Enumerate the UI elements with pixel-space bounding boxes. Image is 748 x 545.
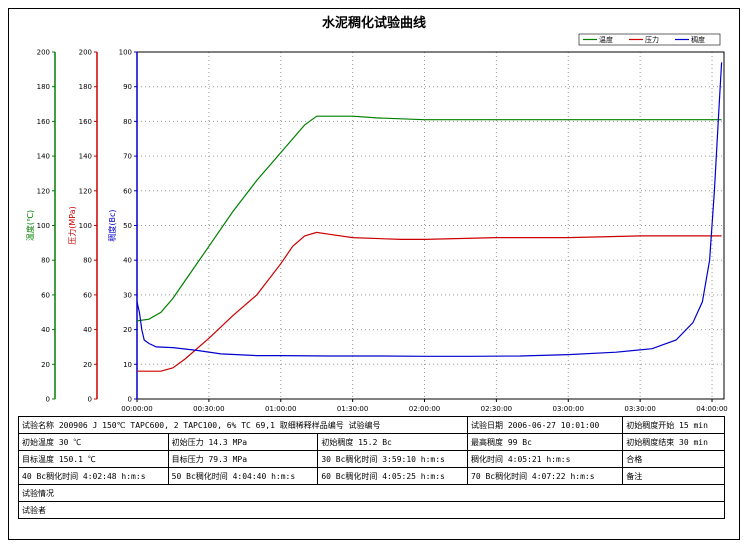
consistency-tick-label: 70 [123,153,132,161]
pressure-tick-label: 160 [79,118,92,126]
legend-entry: 温度 [599,35,613,44]
info-cell: 试验情况 [18,484,725,502]
legend-box [578,33,721,46]
legend: 温度 压力 稠度 [578,33,721,46]
pressure-tick-label: 20 [83,361,92,369]
consistency-tick-label: 30 [123,291,132,299]
x-tick-label: 04:00:00 [696,405,727,413]
temperature-tick-label: 200 [37,49,50,57]
info-cell: 试验日期 2006-06-27 10:01:00 [467,416,624,434]
info-cell: 初始压力 14.3 MPa [167,433,319,451]
series-line-pressure [137,231,722,372]
temperature-tick-label: 120 [37,187,50,195]
info-table: 试验名称 200906 J 150℃ TAPC600, 2 TAPC100, 6… [17,416,725,519]
pressure-tick-label: 60 [83,291,92,299]
info-row: 初始温度 30 ℃ 初始压力 14.3 MPa 初始稠度 15.2 Bc 最高稠度 9… [18,433,725,451]
temperature-tick-label: 40 [41,326,50,334]
report-frame [8,8,740,540]
x-axis: 00:00:00 00:30:00 01:00:00 01:30:00 02:00:00… [121,399,728,413]
info-row: 试验情况 [18,484,725,502]
info-cell: 试验者 [18,501,725,519]
info-cell: 初始稠度 15.2 Bc [317,433,469,451]
consistency-axis-label: 稠度(Bc) [107,209,117,241]
info-cell: 60 Bc稠化时间 4:05:25 h:m:s [317,467,469,485]
info-cell: 初始稠度开始 15 min [622,416,725,434]
x-tick-label: 00:30:00 [193,405,224,413]
info-row: 40 Bc稠化时间 4:02:48 h:m:s 50 Bc稠化时间 4:04:40… [18,467,725,485]
info-cell: 70 Bc稠化时间 4:07:22 h:m:s [467,467,624,485]
x-tick-label: 01:00:00 [265,405,296,413]
x-tick-label: 03:30:00 [624,405,655,413]
info-cell: 目标压力 79.3 MPa [167,450,319,468]
temperature-tick-label: 60 [41,291,50,299]
pressure-tick-label: 0 [88,396,92,404]
chart-title: 水泥稠化试验曲线 [322,15,426,31]
x-tick-label: 02:30:00 [481,405,512,413]
x-tick-label: 01:30:00 [337,405,368,413]
temperature-tick-label: 80 [41,257,50,265]
series-line-temperature [136,115,722,322]
pressure-tick-label: 80 [83,257,92,265]
info-row: 目标温度 150.1 ℃ 目标压力 79.3 MPa 30 Bc稠化时间 3:59:… [18,450,725,468]
consistency-tick-label: 50 [123,222,132,230]
temperature-tick-label: 20 [41,361,50,369]
info-cell: 合格 [622,450,725,468]
pressure-tick-label: 40 [83,326,92,334]
consistency-tick-label: 20 [123,326,132,334]
info-cell: 目标温度 150.1 ℃ [18,450,169,468]
consistency-tick-label: 0 [128,396,132,404]
info-row: 试验名称 200906 J 150℃ TAPC600, 2 TAPC100, 6… [17,416,725,434]
temperature-tick-label: 140 [37,153,50,161]
series-line-consistency [136,62,723,357]
info-cell: 稠化时间 4:05:21 h:m:s [467,450,624,468]
temperature-tick-label: 100 [37,222,50,230]
pressure-tick-label: 200 [79,49,92,57]
pressure-tick-label: 120 [79,187,92,195]
pressure-tick-label: 100 [79,222,92,230]
info-row: 试验者 [18,501,725,519]
info-cell: 30 Bc稠化时间 3:59:10 h:m:s [317,450,469,468]
info-cell: 最高稠度 99 Bc [467,433,624,451]
info-cell: 初始温度 30 ℃ [18,433,169,451]
info-cell: 50 Bc稠化时间 4:04:40 h:m:s [167,467,319,485]
legend-entry: 稠度 [691,35,705,44]
pressure-tick-label: 180 [79,83,92,91]
info-cell: 备注 [622,467,725,485]
consistency-tick-label: 10 [123,361,132,369]
pressure-axis-label: 压力(MPa) [67,206,77,245]
series [136,62,723,372]
temperature-axis-label: 温度(℃) [25,210,35,241]
consistency-tick-label: 80 [123,118,132,126]
temperature-tick-label: 160 [37,118,50,126]
grid [136,52,724,399]
temperature-tick-label: 180 [37,83,50,91]
axes: 020406080100120140160180200温度(℃)02040608… [25,49,138,404]
pressure-tick-label: 140 [79,153,92,161]
info-cell: 试验名称 200906 J 150℃ TAPC600, 2 TAPC100, 6… [17,416,469,434]
x-tick-label: 02:00:00 [409,405,440,413]
info-cell: 初始稠度结束 30 min [622,433,725,451]
x-tick-label: 03:00:00 [553,405,584,413]
legend-entry: 压力 [645,35,659,44]
info-cell: 40 Bc稠化时间 4:02:48 h:m:s [18,467,169,485]
consistency-tick-label: 100 [119,49,132,57]
consistency-tick-label: 40 [123,257,132,265]
x-tick-label: 00:00:00 [121,405,152,413]
consistency-tick-label: 90 [123,83,132,91]
consistency-tick-label: 60 [123,187,132,195]
temperature-tick-label: 0 [46,396,50,404]
